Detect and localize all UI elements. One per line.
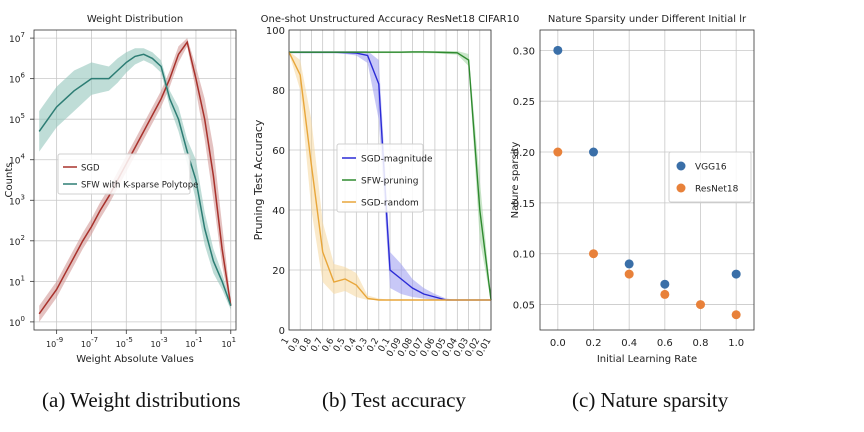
tick-label-y: 0.20 <box>513 148 535 159</box>
tick-label-y: 100 <box>9 315 25 329</box>
chart-test-accuracy: 10.90.80.70.60.50.40.30.20.10.090.080.07… <box>252 14 519 359</box>
y-axis-label: Counts <box>4 163 15 198</box>
tick-label-x: 0.0 <box>550 338 566 349</box>
tick-label-x: 10-5 <box>116 336 133 349</box>
series-line-2 <box>288 51 491 301</box>
data-point-1 <box>696 300 705 310</box>
data-point-0 <box>624 259 634 269</box>
caption-c: (c) Nature sparsity <box>572 388 729 412</box>
series-line-0 <box>38 40 232 315</box>
tick-label-x: 1 <box>280 337 292 347</box>
tick-label-y: 60 <box>272 146 285 157</box>
tick-label-x: 0.4 <box>621 338 637 349</box>
tick-label-y: 105 <box>9 112 25 126</box>
legend-swatch <box>676 183 686 193</box>
legend-label: SGD-random <box>361 199 419 209</box>
axes-frame-c <box>539 29 755 331</box>
data-point-1 <box>589 249 598 259</box>
tick-label-y: 0.15 <box>513 199 535 210</box>
series-line-1 <box>38 53 232 306</box>
chart-title: Nature Sparsity under Different Initial … <box>548 14 747 25</box>
data-point-1 <box>553 147 563 157</box>
tick-label-y: 40 <box>272 206 285 217</box>
data-point-0 <box>731 269 741 279</box>
data-point-0 <box>660 279 670 289</box>
tick-label-x: 10-7 <box>81 336 98 349</box>
data-point-0 <box>589 147 598 157</box>
data-point-0 <box>553 45 563 55</box>
tick-label-y: 102 <box>9 234 25 248</box>
series-band-1 <box>39 48 231 310</box>
caption-a: (a) Weight distributions <box>42 388 241 412</box>
caption-b: (b) Test accuracy <box>322 388 466 412</box>
chart-nature-sparsity: 0.0 0.2 0.4 0.6 0.8 1.0 0.05 0.10 0.15 0.20 0.25 0.… <box>510 14 755 365</box>
legend-box <box>668 151 752 203</box>
tick-label-x: 1.0 <box>728 338 744 349</box>
x-axis-label: Weight Absolute Values <box>76 354 194 365</box>
tick-label-y: 0.10 <box>513 250 535 261</box>
legend-label: ResNet18 <box>695 185 739 195</box>
tick-label-y: 100 <box>266 26 285 37</box>
tick-label-y: 101 <box>9 274 25 288</box>
legend-label: SGD-magnitude <box>361 155 433 165</box>
legend-label: SFW-pruning <box>361 177 418 187</box>
legend-swatch <box>676 161 686 171</box>
legend-box <box>57 153 191 195</box>
data-point-1 <box>731 310 741 320</box>
legend-label: VGG16 <box>695 163 727 173</box>
chart-title: Weight Distribution <box>87 14 183 25</box>
data-point-1 <box>660 289 670 299</box>
x-axis-label: Initial Learning Rate <box>597 354 697 365</box>
tick-label-x: 10-9 <box>46 336 63 349</box>
chart-title: One-shot Unstructured Accuracy ResNet18 … <box>261 14 520 25</box>
tick-label-y: 0.30 <box>513 46 535 57</box>
tick-label-y: 107 <box>9 31 25 45</box>
tick-label-y: 0.05 <box>513 301 535 312</box>
tick-label-x: 10-1 <box>185 336 202 349</box>
legend-box <box>336 143 424 213</box>
tick-label-y: 0 <box>279 326 285 337</box>
tick-label-y: 20 <box>272 266 285 277</box>
tick-label-x: 10-3 <box>151 336 168 349</box>
tick-label-y: 106 <box>9 72 25 86</box>
data-point-1 <box>624 269 634 279</box>
series-band-0 <box>39 38 231 322</box>
y-axis-label: Nature sparsity <box>510 142 521 219</box>
tick-label-y: 0.25 <box>513 97 535 108</box>
tick-label-y: 80 <box>272 86 285 97</box>
tick-label-x: 0.8 <box>693 338 709 349</box>
tick-label-x: 101 <box>221 336 236 349</box>
series-line-1 <box>289 51 492 301</box>
axes-frame-a <box>33 29 237 331</box>
y-axis-label: Pruning Test Accuracy <box>252 119 265 240</box>
axes-frame-b <box>288 29 492 331</box>
tick-label-x: 0.6 <box>657 338 673 349</box>
tick-label-x: 0.2 <box>586 338 602 349</box>
legend-label: SGD <box>81 164 100 174</box>
legend-label: SFW with K-sparse Polytope <box>81 181 198 191</box>
chart-weight-distribution: 10-9 10-7 10-5 10-3 10-1 10110010110210310410… <box>4 14 237 365</box>
